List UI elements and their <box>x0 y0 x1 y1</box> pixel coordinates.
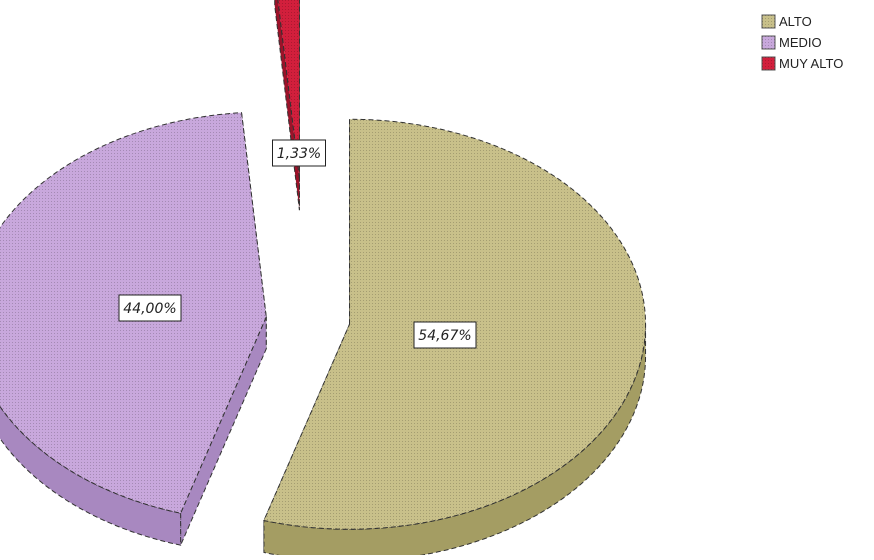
legend-item-medio: MEDIO <box>761 35 822 50</box>
legend-item-alto: ALTO <box>761 14 812 29</box>
data-label-box <box>272 139 326 167</box>
data-label-alto: 54,67% <box>413 321 477 349</box>
data-label-text: 1,33% <box>277 146 321 162</box>
data-label-text: 54,67% <box>418 328 471 344</box>
data-label-box <box>413 321 477 349</box>
data-label-box <box>118 294 182 322</box>
pie-slice-texture <box>277 0 300 179</box>
data-label-muy-alto: 1,33% <box>272 139 326 167</box>
legend: ALTO MEDIO MUY ALTO <box>761 14 843 71</box>
legend-swatch-texture <box>762 36 775 49</box>
data-label-text: 44,00% <box>123 301 176 317</box>
legend-item-muy-alto: MUY ALTO <box>761 56 843 71</box>
legend-label: MUY ALTO <box>779 56 843 71</box>
pie-data-labels: 54,67% 44,00% 1,33% <box>118 139 477 349</box>
legend-swatch-texture <box>762 57 775 70</box>
pie-slices <box>0 0 647 560</box>
legend-label: MEDIO <box>779 35 822 50</box>
pie-slice-side-medio <box>0 405 182 546</box>
data-label-medio: 44,00% <box>118 294 182 322</box>
legend-swatch-texture <box>762 15 775 28</box>
pie-slice-side-alto <box>263 324 647 560</box>
legend-label: ALTO <box>779 14 812 29</box>
pie-slice-wall-medio <box>180 316 267 546</box>
